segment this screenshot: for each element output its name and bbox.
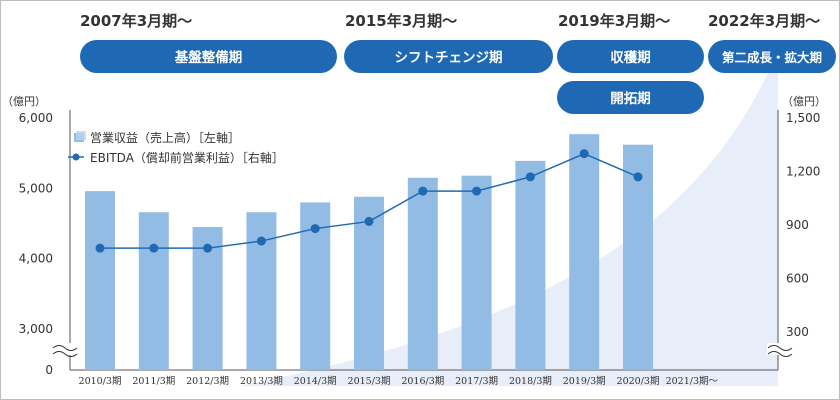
- legend-line-swatch: [68, 153, 84, 161]
- right-axis-break: [767, 343, 793, 357]
- phase-pill-1-label: 基盤整備期: [175, 49, 243, 66]
- right-axis-unit: （億円）: [782, 95, 826, 108]
- right-tick-label: 600: [786, 272, 809, 286]
- legend-bar-label: 営業収益（売上高）［左軸］: [90, 130, 240, 145]
- ebitda-point-2017/3期: [472, 186, 482, 196]
- x-tick-label: 2014/3期: [294, 376, 337, 387]
- left-tick-label: 3,000: [19, 322, 53, 336]
- bar-2018/3期: [515, 160, 546, 370]
- left-tick-label: 5,000: [19, 181, 53, 195]
- bar-2017/3期: [461, 175, 492, 370]
- x-tick-label: 2010/3期: [79, 376, 122, 387]
- left-axis-unit: （億円）: [2, 95, 46, 108]
- x-tick-label: 2013/3期: [240, 376, 283, 387]
- x-tick-label: 2021/3期〜: [666, 376, 719, 387]
- bar-2019/3期: [569, 134, 600, 370]
- right-axis-ticks: 1,500 1,200 900 600 300: [786, 111, 820, 339]
- legend: 営業収益（売上高）［左軸］ EBITDA（償却前営業利益）［右軸］: [68, 130, 284, 165]
- left-tick-label: 4,000: [19, 252, 53, 266]
- bar-2020/3期: [623, 144, 653, 370]
- x-tick-label: 2017/3期: [455, 376, 498, 387]
- phase-pill-2-label: シフトチェンジ期: [395, 50, 503, 66]
- bar-2011/3期: [138, 212, 169, 370]
- ebitda-point-2016/3期: [418, 186, 428, 196]
- phase-pill-5: [557, 81, 704, 114]
- phase-pill-3: [557, 40, 704, 73]
- x-tick-label: 2018/3期: [509, 376, 552, 387]
- left-tick-label: 6,000: [19, 111, 53, 125]
- phase-pill-5-label: 開拓期: [610, 90, 651, 107]
- ebitda-point-2013/3期: [256, 236, 266, 246]
- era-period-4: 2022年3月期〜: [708, 12, 820, 30]
- bar-2016/3期: [407, 177, 438, 370]
- era-period-3: 2019年3月期〜: [558, 12, 670, 30]
- left-axis-ticks: 6,000 5,000 4,000 3,000 0: [19, 111, 53, 377]
- phase-pill-2: [344, 40, 553, 73]
- bar-2013/3期: [246, 212, 277, 370]
- phase-pill-4-label: 第二成長・拡大期: [722, 50, 822, 65]
- bar-2010/3期: [85, 191, 115, 370]
- x-tick-label: 2012/3期: [186, 376, 229, 387]
- phase-pill-4: [708, 40, 836, 73]
- legend-bar-swatch: [74, 131, 86, 142]
- ebitda-point-2020/3期: [633, 172, 643, 182]
- phase-pill-3-label: 収穫期: [610, 49, 651, 66]
- x-tick-label: 2015/3期: [348, 376, 391, 387]
- ebitda-point-2011/3期: [149, 243, 159, 253]
- ebitda-point-2015/3期: [364, 216, 374, 226]
- x-tick-label: 2019/3期: [563, 376, 606, 387]
- line-series: [95, 149, 643, 253]
- right-tick-label: 1,500: [786, 111, 820, 125]
- era-period-1: 2007年3月期〜: [80, 12, 192, 30]
- x-tick-label: 2011/3期: [132, 376, 175, 387]
- legend-line-label: EBITDA（償却前営業利益）［右軸］: [90, 150, 284, 165]
- era-period-2: 2015年3月期〜: [345, 12, 457, 30]
- ebitda-point-2019/3期: [579, 149, 589, 159]
- right-tick-label: 1,200: [786, 165, 820, 179]
- ebitda-point-2010/3期: [95, 243, 105, 253]
- phase-pill-1: [80, 40, 337, 73]
- right-tick-label: 900: [786, 218, 809, 232]
- x-tick-label: 2020/3期: [617, 376, 660, 387]
- ebitda-point-2018/3期: [525, 172, 535, 182]
- left-axis-break: [50, 343, 78, 357]
- left-tick-label: 0: [45, 363, 53, 377]
- x-axis-ticks: 2010/3期 2011/3期 2012/3期 2013/3期 2014/3期 2015/…: [79, 376, 719, 387]
- right-tick-label: 300: [786, 325, 809, 339]
- x-tick-label: 2016/3期: [401, 376, 444, 387]
- ebitda-point-2014/3期: [310, 224, 320, 234]
- ebitda-point-2012/3期: [203, 243, 213, 253]
